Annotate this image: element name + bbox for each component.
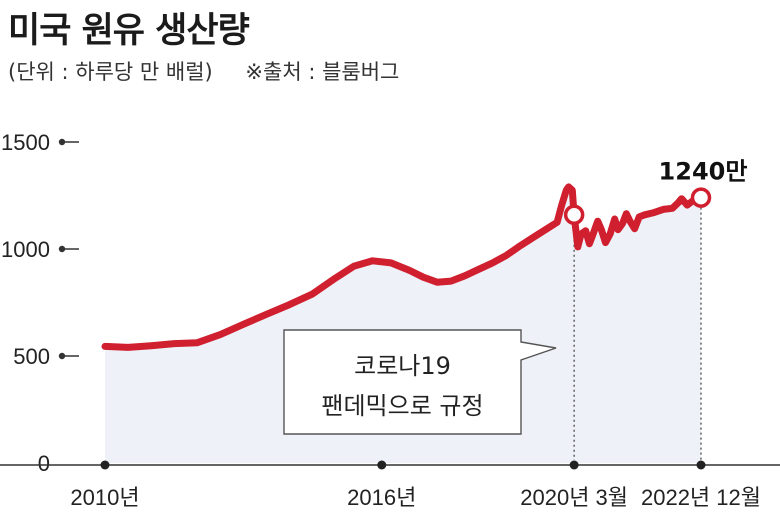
y-tick-label: 0 bbox=[38, 451, 50, 476]
reference-lines bbox=[573, 207, 702, 460]
highlight-marker bbox=[563, 204, 585, 226]
area-fill bbox=[105, 186, 701, 463]
unit-note: (단위 : 하루당 만 배럴) bbox=[8, 60, 213, 84]
chart-subtitle: (단위 : 하루당 만 배럴) ※출처 : 블룸버그 bbox=[8, 56, 399, 86]
y-axis: 0 500 1000 1500 bbox=[1, 130, 79, 476]
x-tick-label: 2020년 3월 bbox=[520, 485, 628, 510]
y-tick-label: 1500 bbox=[1, 130, 50, 155]
x-tick-dot bbox=[100, 460, 110, 470]
source-note: ※출처 : 블룸버그 bbox=[245, 60, 400, 84]
y-tick-label: 500 bbox=[13, 344, 50, 369]
x-tick-label: 2022년 12월 bbox=[641, 485, 761, 510]
chart-title: 미국 원유 생산량 bbox=[8, 11, 250, 51]
x-tick-dot bbox=[569, 460, 579, 470]
x-tick-label: 2010년 bbox=[70, 485, 139, 510]
callout-text-line-1: 코로나19 bbox=[354, 352, 451, 380]
x-tick-label: 2016년 bbox=[347, 485, 416, 510]
callout-text-line-2: 팬데믹으로 규정 bbox=[321, 392, 483, 420]
highlight-marker bbox=[690, 187, 712, 208]
x-tick-dot bbox=[696, 460, 706, 470]
pandemic-callout: 코로나19 팬데믹으로 규정 bbox=[283, 329, 557, 435]
series-line-oil-production bbox=[101, 183, 705, 351]
markers bbox=[563, 187, 712, 226]
data-labels: 1240만 bbox=[659, 158, 748, 186]
y-tick-label: 1000 bbox=[1, 237, 50, 262]
data-label: 1240만 bbox=[659, 158, 748, 186]
x-tick-dot bbox=[377, 460, 387, 470]
x-axis-ticks: 2010년 2016년 2020년 3월 2022년 12월 bbox=[70, 460, 761, 510]
callout-box bbox=[283, 329, 557, 435]
